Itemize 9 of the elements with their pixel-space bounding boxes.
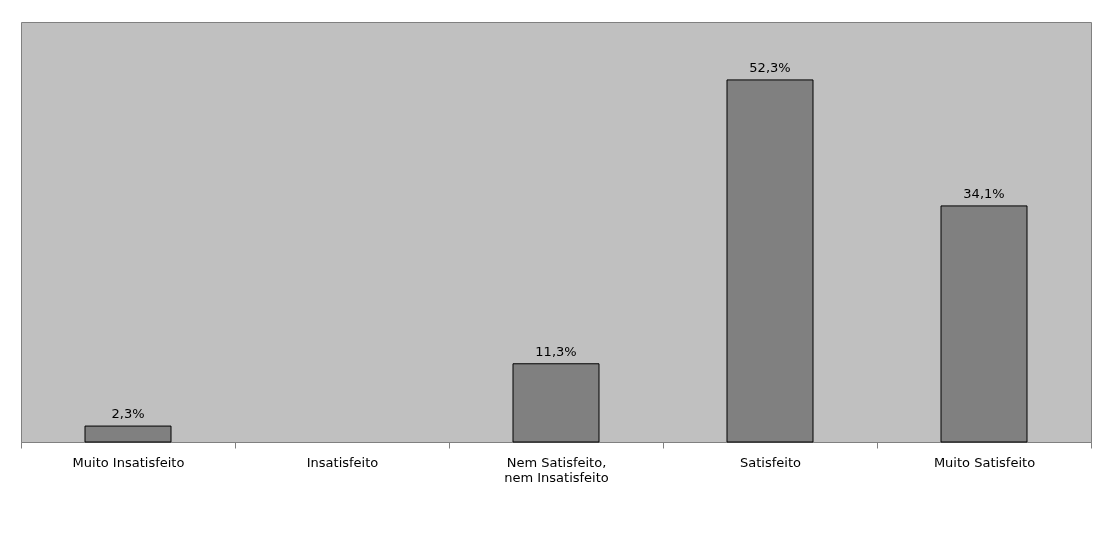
data-label: 2,3%	[111, 406, 145, 422]
data-label: 34,1%	[963, 185, 1005, 201]
x-tick-label: Muito Insatisfeito	[72, 454, 185, 470]
x-tick-label: Nem Satisfeito, nem Insatisfeito	[504, 454, 609, 485]
x-tick-label: Muito Satisfeito	[933, 454, 1036, 470]
x-tick-label: Satisfeito	[740, 454, 802, 470]
x-tick-label: Insatisfeito	[306, 454, 379, 470]
data-label: 11,3%	[535, 343, 577, 359]
data-label: 52,3%	[749, 59, 791, 75]
